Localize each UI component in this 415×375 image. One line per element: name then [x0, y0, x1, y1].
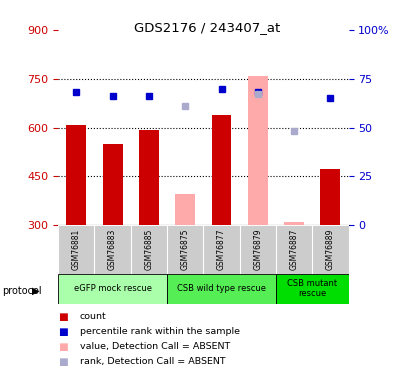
Bar [175, 194, 195, 225]
Bar [212, 115, 232, 225]
Text: GSM76879: GSM76879 [253, 229, 262, 270]
Text: GSM76887: GSM76887 [290, 229, 299, 270]
Text: rank, Detection Call = ABSENT: rank, Detection Call = ABSENT [80, 357, 225, 366]
Bar [320, 169, 340, 225]
Text: GSM76875: GSM76875 [181, 229, 190, 270]
Bar [248, 76, 268, 225]
Text: CSB mutant
rescue: CSB mutant rescue [287, 279, 337, 298]
Bar [131, 225, 167, 274]
Text: count: count [80, 312, 106, 321]
Text: GSM76877: GSM76877 [217, 229, 226, 270]
Text: ▶: ▶ [32, 286, 39, 296]
Text: GSM76883: GSM76883 [108, 229, 117, 270]
Text: CSB wild type rescue: CSB wild type rescue [177, 284, 266, 293]
Bar [312, 225, 349, 274]
Bar [276, 225, 312, 274]
Bar [276, 274, 349, 304]
Bar [66, 125, 86, 225]
Text: eGFP mock rescue: eGFP mock rescue [73, 284, 151, 293]
Bar [95, 225, 131, 274]
Bar [167, 274, 276, 304]
Text: GSM76885: GSM76885 [144, 229, 154, 270]
Text: protocol: protocol [2, 286, 42, 296]
Bar [284, 222, 304, 225]
Text: ■: ■ [58, 357, 68, 367]
Bar [240, 225, 276, 274]
Text: ■: ■ [58, 342, 68, 352]
Text: GSM76881: GSM76881 [72, 229, 81, 270]
Bar [167, 225, 203, 274]
Text: GSM76889: GSM76889 [326, 229, 335, 270]
Bar [58, 225, 95, 274]
Text: ■: ■ [58, 327, 68, 337]
Text: GDS2176 / 243407_at: GDS2176 / 243407_at [134, 21, 281, 34]
Text: value, Detection Call = ABSENT: value, Detection Call = ABSENT [80, 342, 230, 351]
Bar [203, 225, 240, 274]
Text: ■: ■ [58, 312, 68, 322]
Bar [58, 274, 167, 304]
Bar [139, 130, 159, 225]
Text: percentile rank within the sample: percentile rank within the sample [80, 327, 240, 336]
Bar [103, 144, 122, 225]
